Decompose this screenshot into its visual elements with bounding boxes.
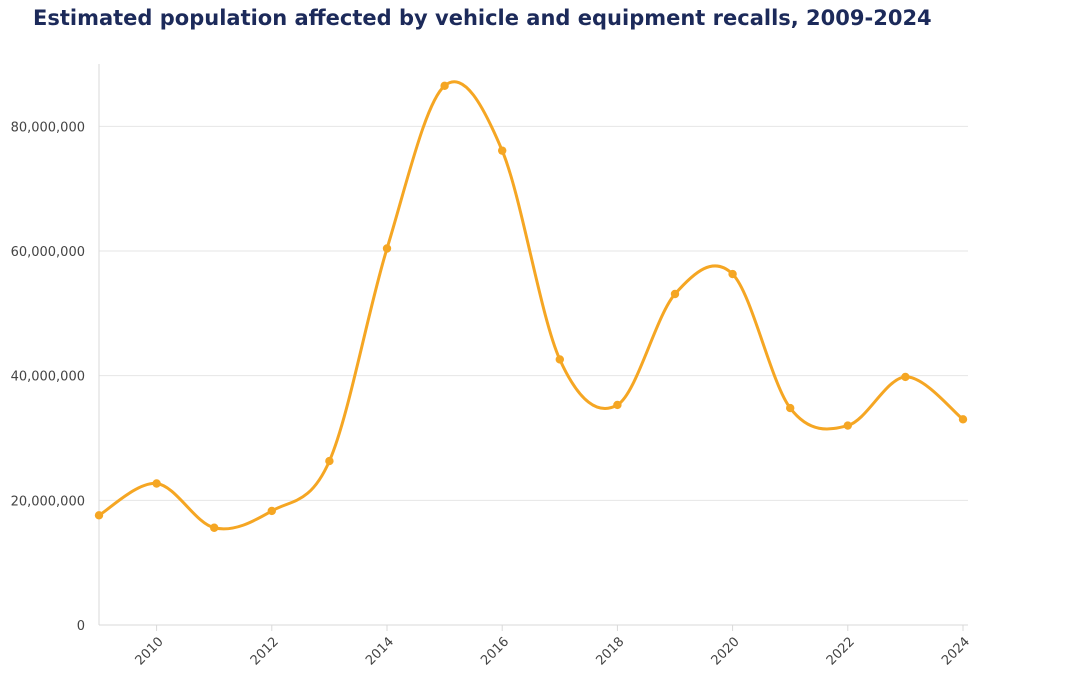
- data-point-2019[interactable]: [670, 289, 680, 299]
- y-tick-label: 60,000,000: [11, 245, 85, 260]
- x-tick-label: 2024: [939, 634, 973, 668]
- x-axis-ticks: 2010 2012 2014 2016 2018 2020 2022 2024: [133, 625, 973, 668]
- data-point-2018[interactable]: [613, 400, 622, 410]
- data-point-2022[interactable]: [843, 421, 852, 430]
- data-point-2013[interactable]: [325, 456, 334, 466]
- chart-title: Estimated population affected by vehicle…: [33, 6, 932, 30]
- data-point-2015[interactable]: [440, 81, 449, 91]
- x-tick-label: 2018: [593, 634, 627, 668]
- data-points: [94, 81, 968, 532]
- y-tick-label: 20,000,000: [11, 494, 85, 509]
- x-tick-label: 2012: [248, 634, 282, 668]
- data-point-2021[interactable]: [786, 403, 795, 413]
- y-axis-ticks: 0 20,000,000 40,000,000 60,000,000 80,000,00…: [11, 120, 85, 634]
- series-line: [97, 80, 965, 531]
- data-point-2009[interactable]: [94, 511, 104, 520]
- y-tick-label: 80,000,000: [11, 120, 85, 135]
- data-point-2017[interactable]: [555, 355, 564, 364]
- y-tick-label: 40,000,000: [11, 370, 85, 385]
- y-tick-label: 0: [77, 619, 85, 634]
- x-tick-label: 2014: [363, 634, 397, 668]
- data-point-2024[interactable]: [958, 415, 968, 424]
- data-point-2011[interactable]: [210, 523, 219, 532]
- data-point-2020[interactable]: [728, 269, 737, 279]
- series-line-group: [97, 80, 965, 531]
- data-point-2012[interactable]: [267, 506, 276, 516]
- data-point-2023[interactable]: [901, 372, 910, 382]
- x-tick-label: 2020: [709, 634, 743, 668]
- x-tick-label: 2010: [133, 634, 167, 668]
- data-point-2010[interactable]: [152, 479, 161, 488]
- data-point-2014[interactable]: [382, 244, 392, 253]
- axes: [98, 64, 968, 626]
- gridlines: [99, 125, 968, 501]
- x-tick-label: 2016: [478, 634, 512, 668]
- x-tick-label: 2022: [824, 634, 858, 668]
- data-point-2016[interactable]: [498, 146, 507, 155]
